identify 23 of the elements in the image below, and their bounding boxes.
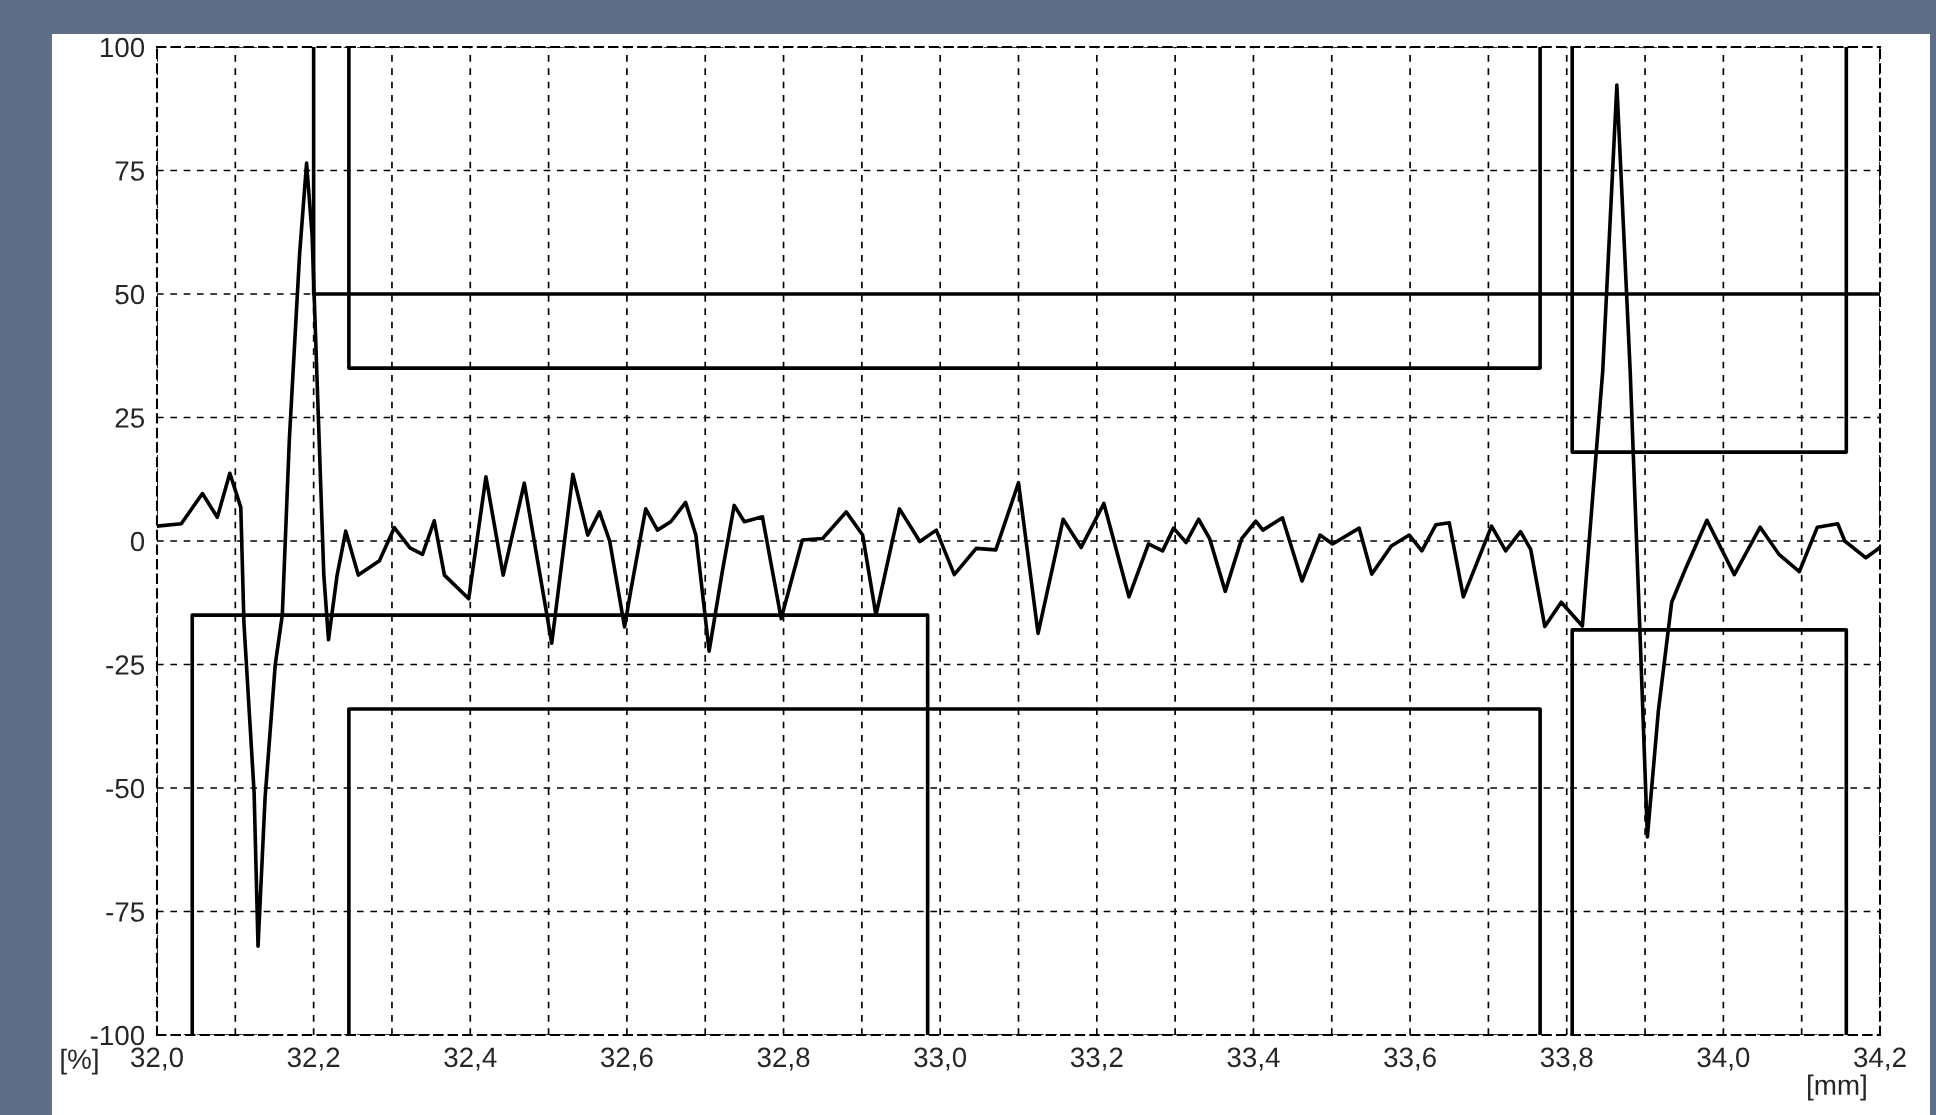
x-tick-label: 33,4 bbox=[1227, 1047, 1280, 1071]
y-tick-label: 50 bbox=[115, 284, 145, 305]
x-tick-label: 34,2 bbox=[1854, 1047, 1906, 1071]
x-tick-label: 33,2 bbox=[1070, 1047, 1123, 1071]
x-tick-label: 34,0 bbox=[1697, 1047, 1750, 1071]
x-axis-title: [mm] bbox=[1808, 1074, 1866, 1101]
y-tick-label: 100 bbox=[100, 37, 145, 58]
y-tick-label: -100 bbox=[90, 1025, 145, 1046]
x-tick-label: 33,8 bbox=[1540, 1047, 1593, 1071]
y-tick-label: -25 bbox=[106, 655, 145, 675]
x-tick-label: 33,6 bbox=[1384, 1047, 1436, 1071]
x-tick-label: 32,2 bbox=[287, 1047, 340, 1071]
y-tick-label: -75 bbox=[106, 902, 145, 922]
x-tick-label: 32,0 bbox=[131, 1047, 183, 1071]
y-axis-title: [%] bbox=[61, 1048, 98, 1075]
x-tick-label: 32,4 bbox=[444, 1047, 497, 1071]
y-tick-label: 25 bbox=[115, 408, 145, 428]
x-tick-label: 33,0 bbox=[914, 1047, 967, 1071]
x-tick-label: 32,6 bbox=[600, 1047, 653, 1071]
y-tick-label: -50 bbox=[106, 778, 145, 799]
x-tick-label: 32,8 bbox=[757, 1047, 810, 1071]
y-tick-label: 0 bbox=[130, 531, 145, 552]
y-tick-label: 75 bbox=[115, 161, 145, 181]
